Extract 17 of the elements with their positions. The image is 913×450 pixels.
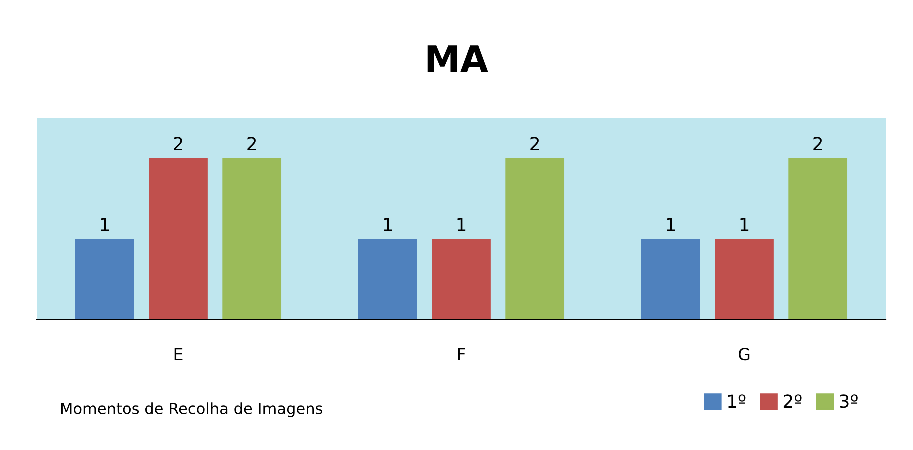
data-label: 2 bbox=[814, 137, 822, 150]
chart-title: MA bbox=[428, 46, 488, 72]
legend-label: 3º bbox=[840, 394, 858, 408]
x-tick-label: G bbox=[738, 348, 750, 361]
x-axis-title: Momentos de Recolha de Imagens bbox=[62, 402, 323, 418]
data-label: 1 bbox=[740, 218, 749, 232]
data-label: 2 bbox=[530, 137, 540, 150]
legend-label: 2º bbox=[784, 394, 802, 408]
data-label: 2 bbox=[248, 137, 256, 150]
data-label: 2 bbox=[174, 137, 182, 150]
data-label: 1 bbox=[667, 218, 675, 232]
x-tick-label: E bbox=[174, 348, 183, 360]
data-label: 1 bbox=[384, 218, 392, 232]
data-label: 1 bbox=[101, 218, 109, 232]
x-tick-label: F bbox=[458, 348, 466, 360]
legend-label: 1º bbox=[728, 394, 746, 408]
data-label: 1 bbox=[458, 218, 466, 232]
